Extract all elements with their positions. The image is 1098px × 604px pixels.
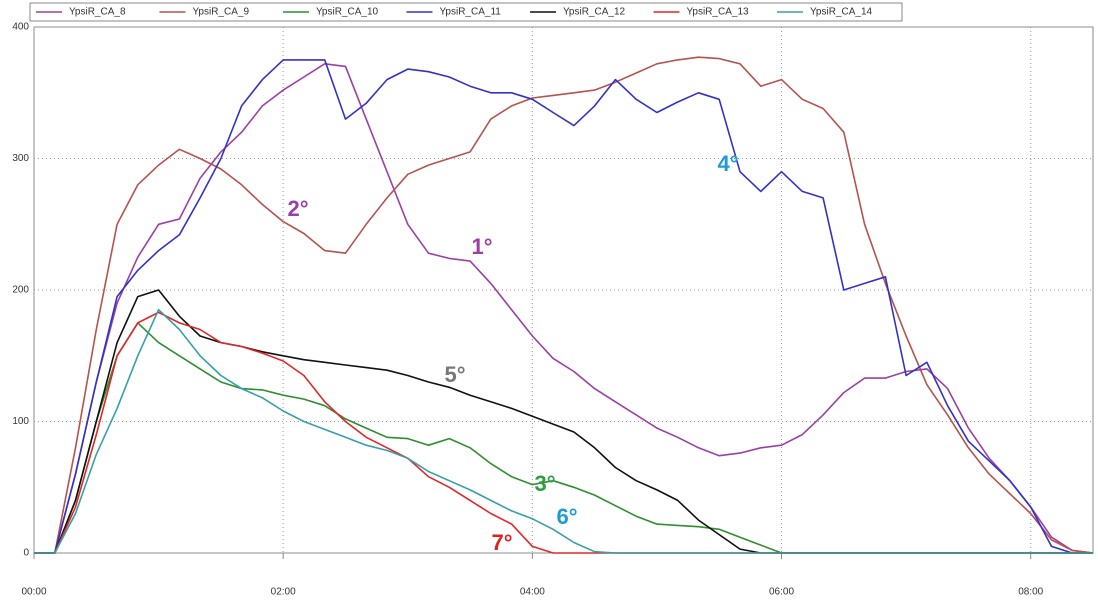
- series-line: [34, 56, 1094, 554]
- series-line: [34, 59, 1093, 554]
- x-tick-label: 06:00: [769, 587, 794, 598]
- legend-label: YpsiR_CA_10: [316, 7, 379, 18]
- y-tick-label: 0: [23, 548, 29, 559]
- annotation: 7°: [491, 530, 512, 555]
- legend-label: YpsiR_CA_9: [193, 7, 250, 18]
- x-tick-label: 02:00: [271, 587, 296, 598]
- legend-label: YpsiR_CA_12: [563, 7, 626, 18]
- x-tick-label: 08:00: [1018, 587, 1043, 598]
- legend-label: YpsiR_CA_14: [810, 7, 873, 18]
- annotation: 2°: [287, 196, 308, 221]
- annotation: 3°: [534, 471, 555, 496]
- annotation: 5°: [444, 362, 465, 387]
- annotation: 1°: [471, 234, 492, 259]
- annotation: 6°: [556, 504, 577, 529]
- x-tick-label: 00:00: [21, 587, 46, 598]
- y-tick-label: 100: [12, 416, 29, 427]
- legend-label: YpsiR_CA_11: [440, 7, 502, 18]
- legend-label: YpsiR_CA_13: [687, 7, 750, 18]
- series-line: [34, 63, 1094, 554]
- series-line: [34, 308, 1093, 554]
- legend-label: YpsiR_CA_8: [69, 7, 126, 18]
- x-tick-label: 04:00: [520, 587, 545, 598]
- y-tick-label: 300: [12, 153, 29, 164]
- annotation: 4°: [717, 151, 738, 176]
- legend-box: [29, 2, 903, 22]
- y-tick-label: 400: [12, 22, 29, 33]
- y-tick-label: 200: [12, 285, 29, 296]
